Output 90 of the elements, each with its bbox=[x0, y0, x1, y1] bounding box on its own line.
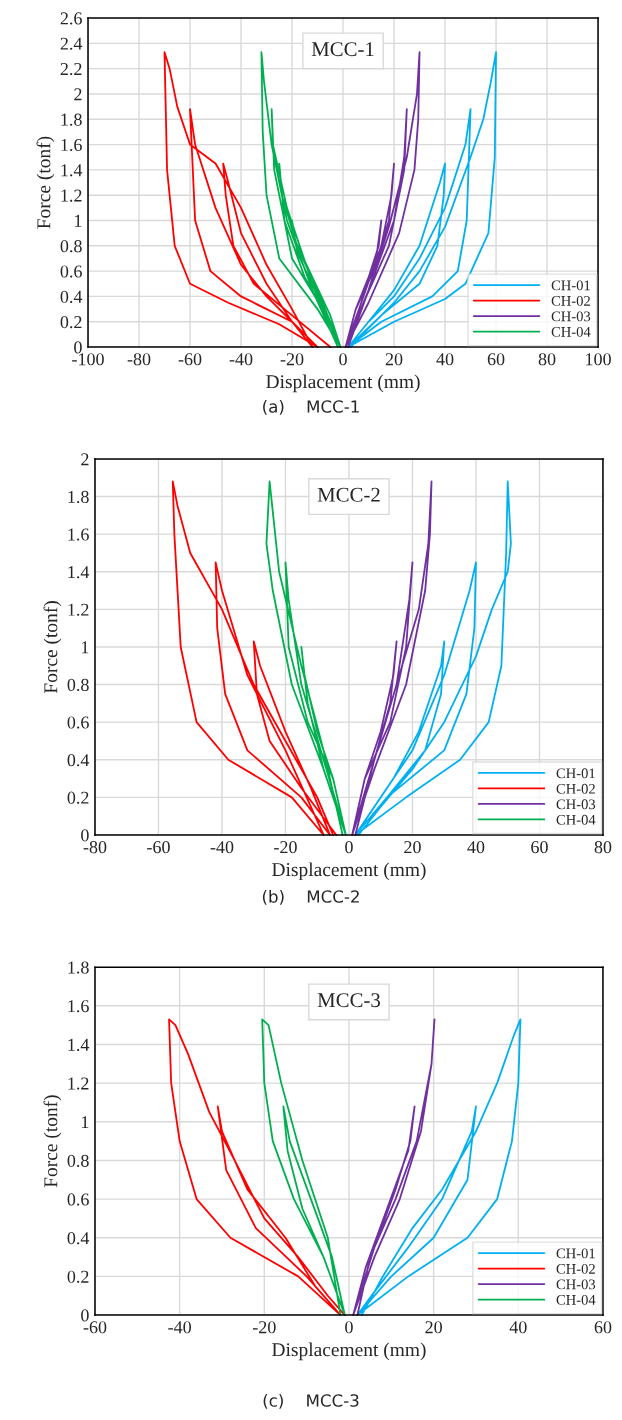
y-tick-label: 1 bbox=[81, 1116, 89, 1129]
y-tick-label: 0 bbox=[81, 829, 89, 842]
x-tick-label: 100 bbox=[586, 353, 611, 366]
y-tick-label: 0.2 bbox=[67, 1270, 89, 1283]
legend-label: CH-02 bbox=[551, 295, 590, 306]
y-tick-label: 1.2 bbox=[61, 189, 82, 202]
y-tick-label: 1.6 bbox=[68, 1000, 89, 1013]
x-tick-label: 20 bbox=[404, 841, 421, 854]
legend-label: CH-03 bbox=[556, 1279, 596, 1290]
x-tick-label: -40 bbox=[229, 353, 253, 366]
y-tick-label: 0.4 bbox=[67, 754, 90, 767]
x-tick-label: 20 bbox=[425, 1321, 442, 1334]
text: (c) MCC-3 bbox=[263, 1393, 359, 1409]
y-tick-label: 2 bbox=[81, 453, 89, 466]
text: (a) MCC-1 bbox=[263, 399, 359, 415]
x-tick-label: 20 bbox=[385, 353, 403, 366]
y-tick-label: 2.6 bbox=[60, 12, 82, 25]
x-axis-title: Displacement (mm) bbox=[266, 374, 420, 393]
x-tick-label: 0 bbox=[345, 1321, 353, 1334]
y-tick-label: 2 bbox=[74, 88, 82, 101]
x-tick-label: 60 bbox=[531, 841, 548, 854]
y-axis-title: Force (tonf) bbox=[43, 1095, 62, 1188]
legend-label: CH-01 bbox=[551, 280, 590, 291]
y-tick-label: 0.2 bbox=[67, 791, 89, 804]
x-tick-label: -20 bbox=[252, 1321, 276, 1334]
y-tick-label: 2.4 bbox=[60, 37, 83, 50]
legend-label: CH-02 bbox=[556, 1263, 595, 1274]
x-tick-label: 40 bbox=[509, 1321, 527, 1334]
y-tick-label: 1 bbox=[75, 214, 82, 227]
y-tick-label: 1.8 bbox=[68, 490, 89, 504]
y-axis-title: Force (tonf) bbox=[43, 601, 62, 694]
y-tick-label: 0 bbox=[74, 341, 82, 354]
y-tick-label: 1 bbox=[81, 641, 89, 654]
x-axis-title: Displacement (mm) bbox=[272, 1342, 426, 1361]
line-series bbox=[356, 1018, 522, 1316]
y-tick-label: 0.8 bbox=[67, 1154, 89, 1167]
legend-label: CH-03 bbox=[551, 311, 591, 322]
y-tick-label: 1.8 bbox=[68, 961, 89, 974]
y-tick-label: 0.6 bbox=[67, 716, 89, 729]
y-tick-label: 1.4 bbox=[68, 1038, 90, 1051]
x-tick-label: 40 bbox=[467, 841, 485, 854]
x-tick-label: -100 bbox=[72, 353, 104, 366]
legend-label: CH-03 bbox=[556, 799, 596, 810]
x-tick-label: 0 bbox=[345, 841, 353, 854]
y-tick-label: 0.8 bbox=[67, 678, 89, 692]
x-tick-label: -60 bbox=[147, 841, 170, 854]
x-tick-label: 40 bbox=[436, 353, 454, 366]
y-tick-label: 1.4 bbox=[61, 164, 83, 177]
y-tick-label: 0.4 bbox=[67, 1232, 90, 1245]
y-tick-label: 1.4 bbox=[68, 566, 90, 579]
x-tick-label: 80 bbox=[594, 841, 612, 854]
y-axis-title: Force (tonf) bbox=[36, 136, 55, 229]
legend-label: CH-01 bbox=[556, 1248, 595, 1259]
y-tick-label: 1.2 bbox=[68, 603, 89, 616]
x-tick-label: 80 bbox=[538, 353, 556, 366]
legend-label: CH-02 bbox=[556, 783, 595, 794]
legend-label: CH-04 bbox=[551, 326, 591, 337]
text: MCC-1 bbox=[311, 42, 374, 57]
y-tick-label: 0.4 bbox=[60, 290, 83, 303]
y-tick-label: 1.8 bbox=[61, 113, 82, 126]
x-tick-label: -20 bbox=[280, 353, 304, 366]
x-tick-label: -40 bbox=[210, 841, 234, 854]
x-tick-label: -40 bbox=[168, 1321, 191, 1334]
y-tick-label: 0.6 bbox=[60, 265, 82, 278]
line-series bbox=[261, 1018, 346, 1316]
x-tick-label: -60 bbox=[178, 353, 202, 366]
y-tick-label: 0.6 bbox=[67, 1193, 89, 1206]
y-tick-label: 2.2 bbox=[60, 62, 82, 76]
y-tick-label: 1.6 bbox=[68, 528, 89, 541]
legend-label: CH-04 bbox=[556, 814, 596, 825]
x-tick-label: -20 bbox=[274, 841, 297, 854]
x-axis-title: Displacement (mm) bbox=[272, 862, 426, 881]
x-tick-label: -60 bbox=[83, 1321, 107, 1334]
line-series bbox=[352, 1018, 436, 1316]
y-tick-label: 0.2 bbox=[60, 316, 82, 329]
y-tick-label: 0 bbox=[81, 1309, 89, 1322]
x-tick-label: -80 bbox=[127, 353, 151, 366]
x-tick-label: -80 bbox=[83, 841, 107, 854]
text: MCC-3 bbox=[317, 993, 380, 1008]
y-tick-label: 1.2 bbox=[68, 1077, 89, 1090]
y-tick-label: 1.6 bbox=[61, 138, 82, 152]
text: MCC-2 bbox=[317, 487, 380, 502]
legend-label: CH-04 bbox=[556, 1294, 596, 1305]
x-tick-label: 60 bbox=[487, 353, 505, 366]
line-series bbox=[168, 1018, 346, 1316]
text: (b) MCC-2 bbox=[262, 889, 359, 905]
y-tick-label: 0.8 bbox=[60, 240, 82, 253]
x-tick-label: 60 bbox=[594, 1321, 612, 1334]
legend-label: CH-01 bbox=[556, 768, 595, 779]
x-tick-label: 0 bbox=[339, 353, 347, 366]
